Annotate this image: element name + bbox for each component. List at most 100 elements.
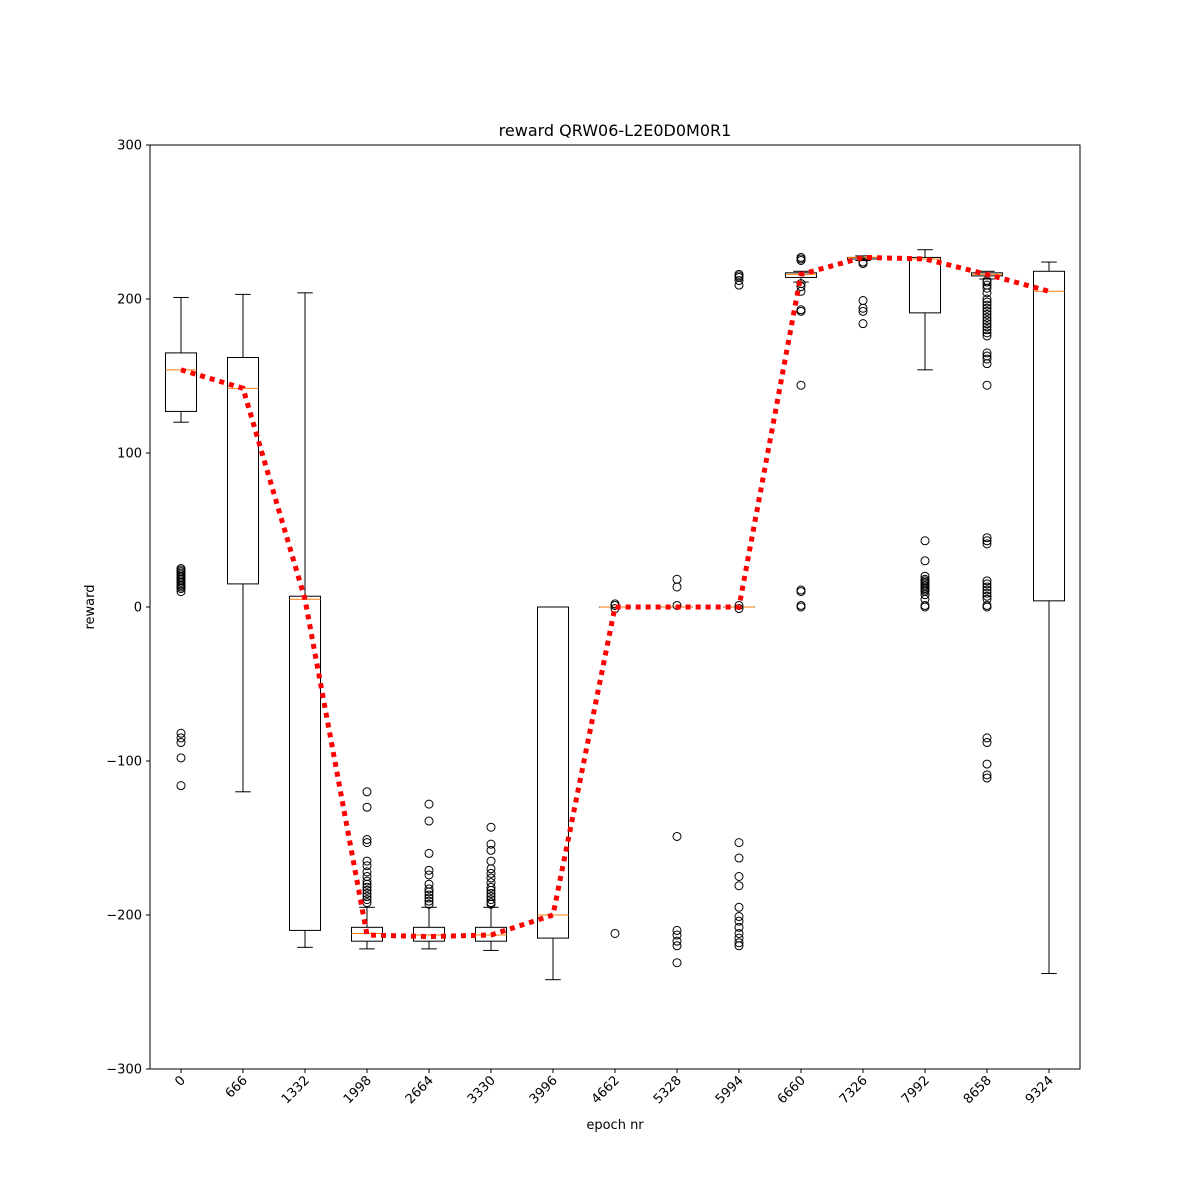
outlier-point bbox=[176, 733, 186, 743]
outlier-point bbox=[796, 602, 806, 612]
outlier-point bbox=[982, 294, 992, 304]
outlier-point bbox=[858, 306, 868, 316]
outlier-point bbox=[362, 802, 372, 812]
outlier-point bbox=[796, 587, 806, 597]
outlier-point bbox=[858, 303, 868, 313]
outlier-point bbox=[176, 728, 186, 738]
outlier-point bbox=[734, 853, 744, 863]
box-9324 bbox=[1033, 261, 1065, 975]
outlier-point bbox=[176, 753, 186, 763]
y-axis-label: reward bbox=[83, 584, 98, 629]
outlier-point bbox=[486, 882, 496, 892]
outlier-point bbox=[486, 845, 496, 855]
outlier-point bbox=[982, 348, 992, 358]
outlier-point bbox=[982, 770, 992, 780]
outlier-point bbox=[982, 331, 992, 341]
outlier-point bbox=[982, 316, 992, 326]
outlier-point bbox=[982, 536, 992, 546]
outlier-point bbox=[362, 892, 372, 902]
outlier-point bbox=[982, 585, 992, 595]
y-axis: −300 −200 −100 0 100 200 300 bbox=[106, 139, 150, 1078]
outlier-point bbox=[734, 922, 744, 932]
outlier-point bbox=[362, 882, 372, 892]
outlier-point bbox=[362, 867, 372, 877]
outlier-point bbox=[858, 259, 868, 269]
outlier-point bbox=[982, 533, 992, 543]
outlier-point bbox=[858, 319, 868, 329]
outlier-point bbox=[362, 885, 372, 895]
outlier-point bbox=[982, 733, 992, 743]
outlier-point bbox=[424, 865, 434, 875]
outlier-point bbox=[734, 280, 744, 290]
outlier-point bbox=[672, 930, 682, 940]
box-iqr bbox=[165, 352, 197, 412]
outlier-point bbox=[982, 539, 992, 549]
y-tick-label: 0 bbox=[134, 601, 142, 616]
box-iqr bbox=[909, 256, 941, 314]
outlier-point bbox=[362, 876, 372, 886]
outlier-point bbox=[610, 928, 620, 938]
outlier-point bbox=[982, 328, 992, 338]
outlier-point bbox=[424, 884, 434, 894]
outlier-point bbox=[672, 936, 682, 946]
outlier-point bbox=[734, 941, 744, 951]
outlier-point bbox=[734, 916, 744, 926]
outlier-point bbox=[486, 895, 496, 905]
outlier-point bbox=[486, 864, 496, 874]
outlier-point bbox=[672, 582, 682, 592]
y-tick-label: −300 bbox=[106, 1063, 142, 1078]
outlier-point bbox=[424, 893, 434, 903]
outlier-point bbox=[486, 899, 496, 909]
outlier-point bbox=[362, 787, 372, 797]
outlier-point bbox=[920, 590, 930, 600]
outlier-point bbox=[734, 902, 744, 912]
outlier-point bbox=[982, 759, 992, 769]
box-iqr bbox=[227, 357, 259, 585]
outlier-point bbox=[424, 887, 434, 897]
outlier-point bbox=[672, 925, 682, 935]
outlier-point bbox=[796, 306, 806, 316]
y-tick-label: 300 bbox=[117, 139, 142, 154]
box-3330 bbox=[475, 822, 507, 951]
outlier-point bbox=[982, 306, 992, 316]
chart-title: reward QRW06-L2E0D0M0R1 bbox=[499, 121, 732, 140]
outlier-point bbox=[982, 591, 992, 601]
plot-area bbox=[165, 249, 1065, 981]
outlier-point bbox=[672, 831, 682, 841]
outlier-point bbox=[424, 799, 434, 809]
outlier-point bbox=[920, 556, 930, 566]
outlier-point bbox=[486, 885, 496, 895]
box-iqr bbox=[1033, 270, 1065, 602]
y-tick-label: −100 bbox=[106, 755, 142, 770]
outlier-point bbox=[362, 856, 372, 866]
outlier-point bbox=[982, 588, 992, 598]
outlier-point bbox=[982, 283, 992, 293]
outlier-point bbox=[734, 928, 744, 938]
outlier-point bbox=[982, 300, 992, 310]
outlier-point bbox=[734, 881, 744, 891]
outlier-point bbox=[424, 870, 434, 880]
outlier-point bbox=[486, 839, 496, 849]
outlier-point bbox=[796, 256, 806, 265]
outlier-point bbox=[486, 888, 496, 898]
outlier-point bbox=[176, 738, 186, 748]
outlier-point bbox=[362, 861, 372, 871]
outlier-point bbox=[982, 303, 992, 313]
outlier-point bbox=[176, 781, 186, 791]
outlier-point bbox=[982, 773, 992, 783]
outlier-point bbox=[982, 582, 992, 592]
outlier-point bbox=[982, 354, 992, 364]
outlier-point bbox=[424, 848, 434, 858]
outlier-point bbox=[486, 822, 496, 832]
outlier-point bbox=[982, 322, 992, 332]
box-1998 bbox=[351, 787, 383, 950]
outlier-point bbox=[796, 380, 806, 390]
outlier-point bbox=[982, 309, 992, 319]
outlier-point bbox=[734, 912, 744, 922]
outlier-point bbox=[982, 297, 992, 307]
outlier-point bbox=[486, 873, 496, 883]
outlier-point bbox=[982, 380, 992, 390]
outlier-point bbox=[734, 938, 744, 948]
outlier-point bbox=[982, 602, 992, 612]
